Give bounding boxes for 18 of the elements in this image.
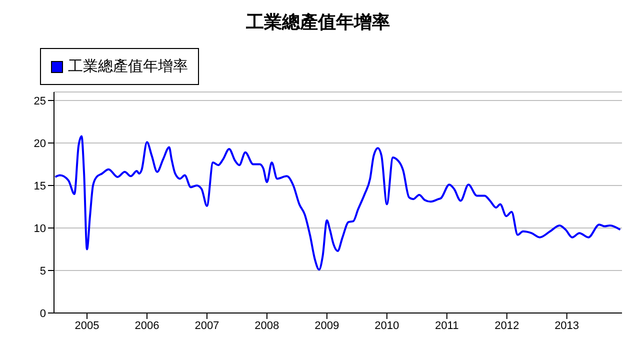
y-tick-label: 5 xyxy=(40,265,46,278)
x-tick-label: 2010 xyxy=(374,320,400,332)
x-tick-label: 2005 xyxy=(74,320,100,332)
x-tick-label: 2013 xyxy=(554,320,580,332)
x-tick-label: 2008 xyxy=(254,320,280,332)
chart-title: 工業總產值年增率 xyxy=(245,11,391,34)
legend-label: 工業總產值年增率 xyxy=(68,57,188,76)
y-tick-label: 20 xyxy=(34,138,46,150)
x-tick-label: 2006 xyxy=(134,320,160,332)
y-tick-label: 15 xyxy=(34,180,46,192)
line-series xyxy=(54,135,622,271)
x-tick-label: 2009 xyxy=(314,320,340,332)
y-tick-label: 25 xyxy=(34,95,46,108)
y-tick-label: 10 xyxy=(34,222,46,235)
y-tick-label: 0 xyxy=(40,308,46,320)
x-tick-label: 2011 xyxy=(435,320,459,332)
x-tick-label: 2007 xyxy=(194,320,220,332)
x-tick-label: 2012 xyxy=(494,320,520,332)
